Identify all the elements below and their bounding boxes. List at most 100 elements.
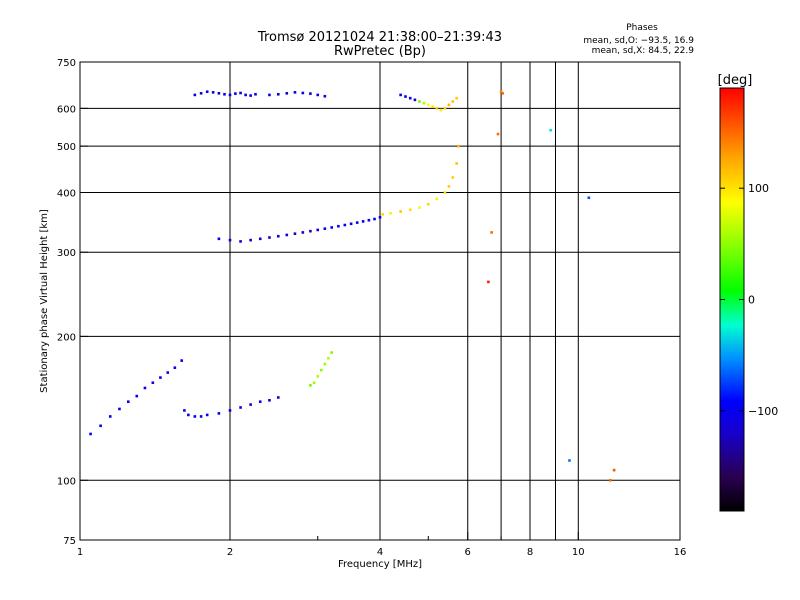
scatter-point [455, 162, 458, 165]
scatter-point [244, 93, 247, 97]
scatter-point [239, 240, 242, 243]
scatter-point [443, 191, 447, 194]
grid-lines [80, 62, 680, 540]
colorbar-ticks: 100 0 −100 [720, 182, 778, 418]
data-points [89, 90, 616, 482]
scatter-point [378, 215, 382, 219]
scatter-point [408, 208, 412, 212]
scatter-point [205, 90, 209, 94]
y-tick-label: 500 [57, 142, 76, 153]
scatter-point [435, 107, 439, 110]
scatter-point [211, 91, 215, 94]
x-tick-label: 2 [227, 547, 233, 558]
scatter-point [455, 96, 458, 100]
scatter-point [418, 206, 421, 209]
scatter-point [193, 93, 197, 97]
scatter-point [431, 105, 434, 108]
scatter-point [499, 90, 503, 94]
scatter-point [309, 229, 312, 233]
scatter-point [447, 103, 451, 107]
scatter-point [587, 196, 591, 200]
scatter-point [228, 409, 232, 412]
scatter-point [447, 185, 451, 188]
chart-title: Tromsø 20121024 21:38:00–21:39:43 [257, 30, 502, 45]
colorbar-label: [deg] [718, 73, 753, 88]
y-tick-label: 100 [57, 476, 76, 487]
scatter-point [228, 93, 232, 97]
chart-subtitle: RwPretec (Bp) [334, 44, 426, 59]
scatter-point [293, 232, 297, 235]
scatter-point [487, 280, 490, 284]
colorbar-tick-label: 100 [748, 182, 769, 195]
scatter-point [435, 197, 439, 201]
x-tick-label: 6 [465, 547, 471, 558]
scatter-point [323, 227, 327, 230]
scatter-point [337, 224, 340, 228]
scatter-point [89, 432, 92, 436]
scatter-point [426, 103, 430, 107]
scatter-point [276, 396, 280, 399]
scatter-point [312, 381, 316, 385]
scatter-point [451, 100, 455, 103]
scatter-point [413, 98, 417, 102]
scatter-point [293, 91, 297, 94]
scatter-point [323, 362, 327, 366]
scatter-point [349, 222, 353, 226]
scatter-point [268, 236, 271, 239]
x-axis-ticks: 1 2 4 6 8 10 16 [77, 532, 687, 558]
stats-x-line: mean, sd,X: 84.5, 22.9 [592, 46, 695, 56]
x-tick-label: 16 [674, 547, 687, 558]
scatter-point [426, 202, 430, 206]
scatter-point [373, 217, 376, 221]
scatter-point [199, 92, 203, 95]
y-tick-label: 750 [57, 58, 76, 69]
scatter-point [228, 238, 232, 242]
scatter-point [457, 144, 460, 148]
scatter-point [612, 468, 616, 472]
scatter-point [422, 101, 426, 105]
scatter-point [268, 399, 271, 402]
scatter-point [309, 92, 312, 95]
y-tick-label: 75 [63, 536, 76, 547]
scatter-point [501, 92, 504, 95]
y-tick-label: 400 [57, 188, 76, 199]
scatter-point [439, 108, 443, 112]
scatter-point [126, 400, 130, 404]
scatter-point [249, 94, 252, 97]
scatter-point [166, 371, 170, 374]
scatter-point [316, 228, 320, 232]
scatter-point [316, 375, 320, 378]
scatter-point [199, 415, 203, 418]
scatter-point [159, 376, 162, 379]
colorbar-tick-label: 0 [748, 294, 755, 307]
scatter-point [320, 368, 323, 372]
scatter-point [258, 237, 262, 241]
x-tick-label: 10 [572, 547, 585, 558]
scatter-point [223, 92, 226, 96]
x-axis-label: Frequency [MHz] [338, 559, 422, 570]
scatter-point [418, 100, 421, 103]
scatter-point [330, 351, 334, 354]
scatter-point [99, 424, 102, 428]
scatter-point [443, 107, 447, 110]
scatter-point [609, 478, 612, 482]
x-tick-label: 4 [377, 547, 383, 558]
scatter-point [239, 91, 242, 95]
scatter-point [404, 95, 407, 98]
scatter-point [399, 93, 402, 97]
scatter-point [408, 96, 412, 100]
scatter-point [568, 459, 571, 462]
x-tick-label: 8 [527, 547, 533, 558]
scatter-point [301, 231, 305, 234]
scatter-point [234, 92, 237, 95]
scatter-point [399, 210, 402, 213]
scatter-point [254, 92, 257, 96]
scatter-point [258, 400, 262, 404]
y-tick-label: 300 [57, 248, 76, 259]
stats-o-line: mean, sd,O: −93.5, 16.9 [583, 36, 694, 46]
scatter-point [361, 220, 365, 223]
scatter-point [217, 92, 221, 95]
scatter-point [268, 93, 271, 97]
scatter-point [118, 407, 121, 411]
